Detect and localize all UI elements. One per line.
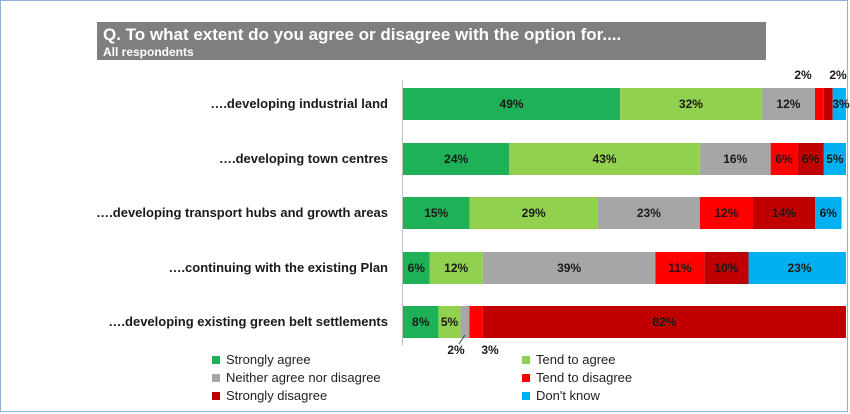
- bar-segment: [460, 306, 470, 338]
- data-label: 2%: [829, 68, 847, 82]
- legend-swatch: [212, 355, 220, 364]
- data-label: 23%: [787, 261, 811, 275]
- data-label: 29%: [522, 206, 546, 220]
- bar-segment: [832, 88, 846, 120]
- bar-segment: [620, 88, 762, 120]
- category-label: ….developing existing green belt settlem…: [108, 314, 388, 329]
- bar-segment: [403, 306, 439, 338]
- bar-segment: [748, 252, 846, 284]
- legend-swatch: [522, 355, 530, 364]
- legend-swatch: [522, 391, 530, 400]
- bar-segment: [482, 252, 656, 284]
- legend-item: Neither agree nor disagree: [212, 370, 381, 385]
- bar-segment: [482, 306, 846, 338]
- data-label: 24%: [444, 152, 468, 166]
- data-label: 3%: [832, 97, 850, 111]
- bar-segment: [597, 197, 700, 229]
- bar-segment: [403, 88, 621, 120]
- data-label: 12%: [776, 97, 800, 111]
- data-label: 43%: [593, 152, 617, 166]
- data-label: 2%: [447, 343, 465, 357]
- legend-item: Tend to agree: [522, 352, 616, 367]
- category-label: ….developing industrial land: [210, 96, 388, 111]
- data-label: 23%: [637, 206, 661, 220]
- bar-segment: [699, 143, 771, 175]
- data-label: 10%: [714, 261, 738, 275]
- chart-legend: Strongly agree Tend to agree Neither agree…: [212, 352, 732, 414]
- legend-item: Strongly disagree: [212, 388, 327, 403]
- legend-label: Strongly agree: [226, 352, 311, 367]
- legend-swatch: [522, 373, 530, 382]
- data-label: 12%: [714, 206, 738, 220]
- chart-title-box: Q. To what extent do you agree or disagr…: [97, 22, 766, 60]
- chart-subtitle: All respondents: [103, 45, 194, 59]
- data-label: 3%: [481, 343, 499, 357]
- data-label: 39%: [557, 261, 581, 275]
- legend-item: Strongly agree: [212, 352, 311, 367]
- bar-segment: [814, 197, 842, 229]
- category-label: ….continuing with the existing Plan: [168, 260, 388, 275]
- legend-item: Don't know: [522, 388, 600, 403]
- data-label: 8%: [412, 315, 430, 329]
- bar-segment: [823, 143, 846, 175]
- data-label: 5%: [826, 152, 844, 166]
- bar-segment: [469, 197, 598, 229]
- data-label: 16%: [723, 152, 747, 166]
- bar-segment: [403, 197, 470, 229]
- data-label: 82%: [652, 315, 676, 329]
- chart-title: Q. To what extent do you agree or disagr…: [103, 25, 622, 44]
- bar-segment: [509, 143, 700, 175]
- data-label: 32%: [679, 97, 703, 111]
- bar-segment: [699, 197, 753, 229]
- data-label: 5%: [441, 315, 459, 329]
- legend-label: Strongly disagree: [226, 388, 328, 403]
- legend-label: Neither agree nor disagree: [226, 370, 381, 385]
- data-label: 2%: [794, 68, 812, 82]
- data-label: 49%: [500, 97, 524, 111]
- legend-item: Tend to disagree: [522, 370, 632, 385]
- data-label: 6%: [802, 152, 820, 166]
- legend-label: Tend to disagree: [536, 370, 633, 385]
- bar-segment: [429, 252, 483, 284]
- bar-segment: [704, 252, 749, 284]
- bar-segment: [403, 143, 510, 175]
- bar-segment: [469, 306, 483, 338]
- bar-segment: [770, 143, 798, 175]
- data-label: 6%: [820, 206, 838, 220]
- bar-segment: [403, 252, 430, 284]
- legend-label: Tend to agree: [536, 352, 616, 367]
- legend-swatch: [212, 373, 220, 382]
- data-label: 11%: [668, 261, 692, 275]
- bar-segment: [797, 143, 824, 175]
- label-leader-line: [458, 334, 466, 345]
- data-label: 14%: [772, 206, 796, 220]
- bar-segment: [752, 197, 815, 229]
- bar-segment: [761, 88, 815, 120]
- bar-segment: [823, 88, 833, 120]
- data-label: 6%: [408, 261, 426, 275]
- category-label: ….developing town centres: [219, 151, 388, 166]
- data-label: 12%: [444, 261, 468, 275]
- bar-segment: [438, 306, 461, 338]
- legend-label: Don't know: [536, 388, 600, 403]
- legend-swatch: [212, 391, 220, 400]
- data-label: 6%: [775, 152, 793, 166]
- bar-segment: [655, 252, 705, 284]
- category-label: ….developing transport hubs and growth a…: [96, 205, 388, 220]
- data-label: 15%: [424, 206, 448, 220]
- bar-segment: [814, 88, 824, 120]
